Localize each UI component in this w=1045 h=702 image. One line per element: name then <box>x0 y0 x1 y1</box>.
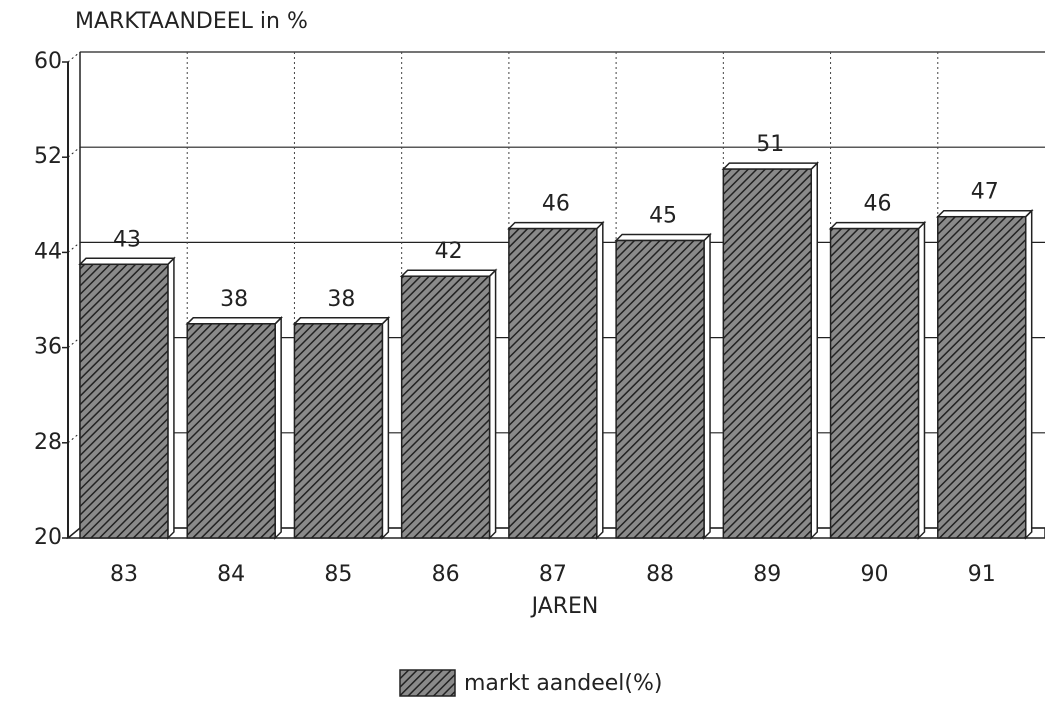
bar-top <box>78 257 176 266</box>
y-tick-label: 36 <box>34 335 62 360</box>
bar-side <box>703 232 711 540</box>
bar-side <box>1024 208 1033 540</box>
x-tick-label: 88 <box>646 562 674 587</box>
bar <box>615 239 705 539</box>
data-label: 47 <box>971 180 999 205</box>
bar <box>79 263 169 539</box>
x-tick-label: 90 <box>861 562 889 587</box>
x-tick-label: 85 <box>324 562 352 587</box>
data-label: 38 <box>327 287 355 312</box>
bar <box>508 227 598 539</box>
bar <box>722 168 813 539</box>
bar-top <box>614 233 712 242</box>
x-tick-label: 83 <box>110 562 138 587</box>
grid-line <box>67 146 81 158</box>
data-label: 46 <box>542 192 570 217</box>
grid-line <box>67 51 81 63</box>
bar-side <box>596 220 604 540</box>
grid-line <box>67 242 81 253</box>
bar-side <box>167 256 175 540</box>
data-label: 43 <box>113 227 141 252</box>
legend-swatch <box>399 669 456 697</box>
y-tick-label: 20 <box>34 525 62 550</box>
x-tick-label: 89 <box>753 562 781 587</box>
x-axis-label: JAREN <box>530 594 599 619</box>
bar-side <box>917 220 926 540</box>
y-tick-label: 28 <box>34 430 62 455</box>
grid-line <box>67 337 81 348</box>
bar-side <box>810 161 819 540</box>
bar <box>186 323 276 539</box>
bar <box>400 275 491 539</box>
data-label: 51 <box>756 132 784 157</box>
bar-top <box>721 162 820 170</box>
x-tick-label: 91 <box>968 562 996 587</box>
bar <box>293 323 384 539</box>
bar-side <box>488 268 497 540</box>
bar-side <box>274 315 282 540</box>
x-tick-label: 86 <box>432 562 460 587</box>
grid-line <box>67 432 81 444</box>
bar-top <box>507 221 605 230</box>
y-tick-label: 60 <box>34 49 62 74</box>
y-tick-label: 52 <box>34 144 62 169</box>
bar-top <box>828 221 927 230</box>
x-tick-label: 87 <box>539 562 567 587</box>
bar-top <box>292 317 391 325</box>
data-label: 38 <box>220 287 248 312</box>
data-label: 42 <box>435 239 463 264</box>
bar-side <box>381 315 390 540</box>
y-tick-label: 44 <box>34 239 62 264</box>
bar-top <box>935 209 1034 218</box>
chart-title: MARKTAANDEEL in % <box>75 9 308 34</box>
data-label: 46 <box>864 192 892 217</box>
legend-label: markt aandeel(%) <box>464 671 662 696</box>
x-tick-label: 84 <box>217 562 245 587</box>
data-label: 45 <box>649 204 677 229</box>
bar-top <box>185 317 283 325</box>
bar-top <box>399 269 498 277</box>
bar <box>937 215 1027 539</box>
bar <box>829 227 920 539</box>
